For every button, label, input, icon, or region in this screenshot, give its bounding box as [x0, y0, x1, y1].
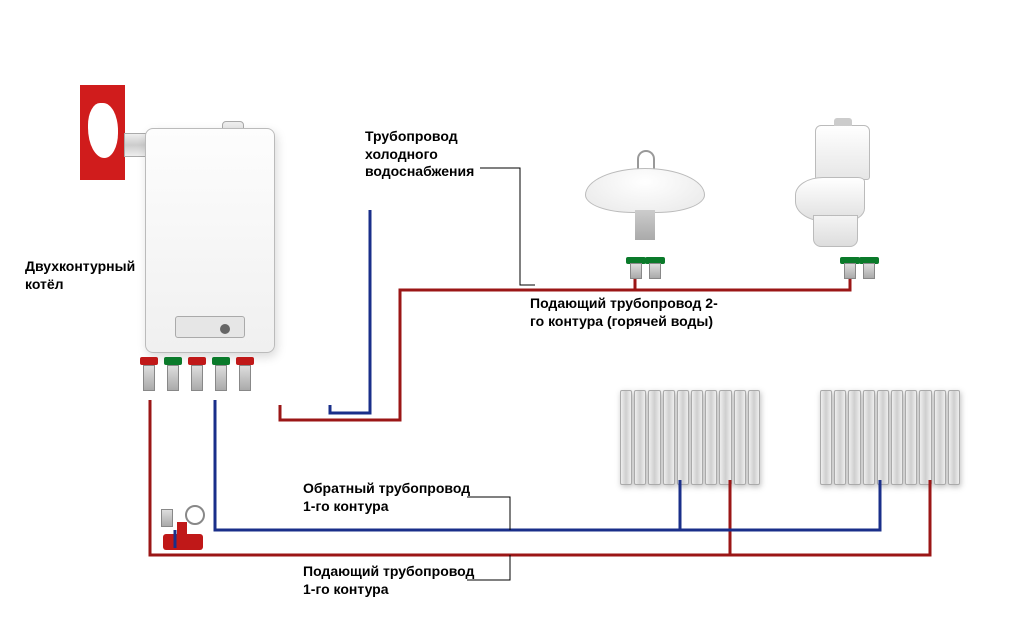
radiator-fin: [877, 390, 889, 485]
basin: [585, 168, 705, 213]
fixture-valve: [840, 257, 860, 279]
radiator-fin: [948, 390, 960, 485]
label-supply-line: Подающий трубопровод 1-го контура: [303, 563, 474, 598]
drain-pipe: [635, 210, 655, 240]
radiator-fin: [734, 390, 746, 485]
label-return-line: Обратный трубопровод 1-го контура: [303, 480, 470, 515]
safety-group: [155, 505, 210, 550]
safety-base: [163, 534, 203, 550]
radiator-fin: [820, 390, 832, 485]
fixture-valve: [859, 257, 879, 279]
radiator-fin: [834, 390, 846, 485]
shutoff-valve: [212, 357, 230, 391]
shutoff-valve: [188, 357, 206, 391]
radiator-fin: [719, 390, 731, 485]
boiler-unit: [145, 128, 275, 353]
label-hot-supply: Подающий трубопровод 2- го контура (горя…: [530, 295, 718, 330]
radiator-fin: [919, 390, 931, 485]
radiator-fin: [648, 390, 660, 485]
radiator-fin: [748, 390, 760, 485]
shutoff-valve: [140, 357, 158, 391]
shutoff-valve: [236, 357, 254, 391]
wall-cutout: [88, 103, 118, 158]
radiator-fin: [891, 390, 903, 485]
radiator-fin: [620, 390, 632, 485]
radiator-fin: [634, 390, 646, 485]
radiator: [820, 390, 960, 485]
boiler-valve-row: [140, 357, 254, 391]
radiator-fin: [863, 390, 875, 485]
boiler-control-panel: [175, 316, 245, 338]
label-cold-supply: Трубопровод холодного водоснабжения: [365, 128, 474, 181]
relief-valve-icon: [161, 509, 173, 527]
washbasin: [585, 150, 705, 240]
radiator-fin: [934, 390, 946, 485]
pressure-gauge-icon: [185, 505, 205, 525]
toilet-tank: [815, 125, 870, 180]
toilet-base: [813, 215, 858, 247]
fixture-valve: [626, 257, 646, 279]
radiator: [620, 390, 760, 485]
radiator-fin: [848, 390, 860, 485]
radiator-fin: [677, 390, 689, 485]
label-boiler: Двухконтурный котёл: [25, 258, 135, 293]
radiator-fin: [691, 390, 703, 485]
fixture-valve: [645, 257, 665, 279]
shutoff-valve: [164, 357, 182, 391]
radiator-fin: [663, 390, 675, 485]
radiator-fin: [905, 390, 917, 485]
toilet: [795, 125, 890, 250]
radiator-fin: [705, 390, 717, 485]
